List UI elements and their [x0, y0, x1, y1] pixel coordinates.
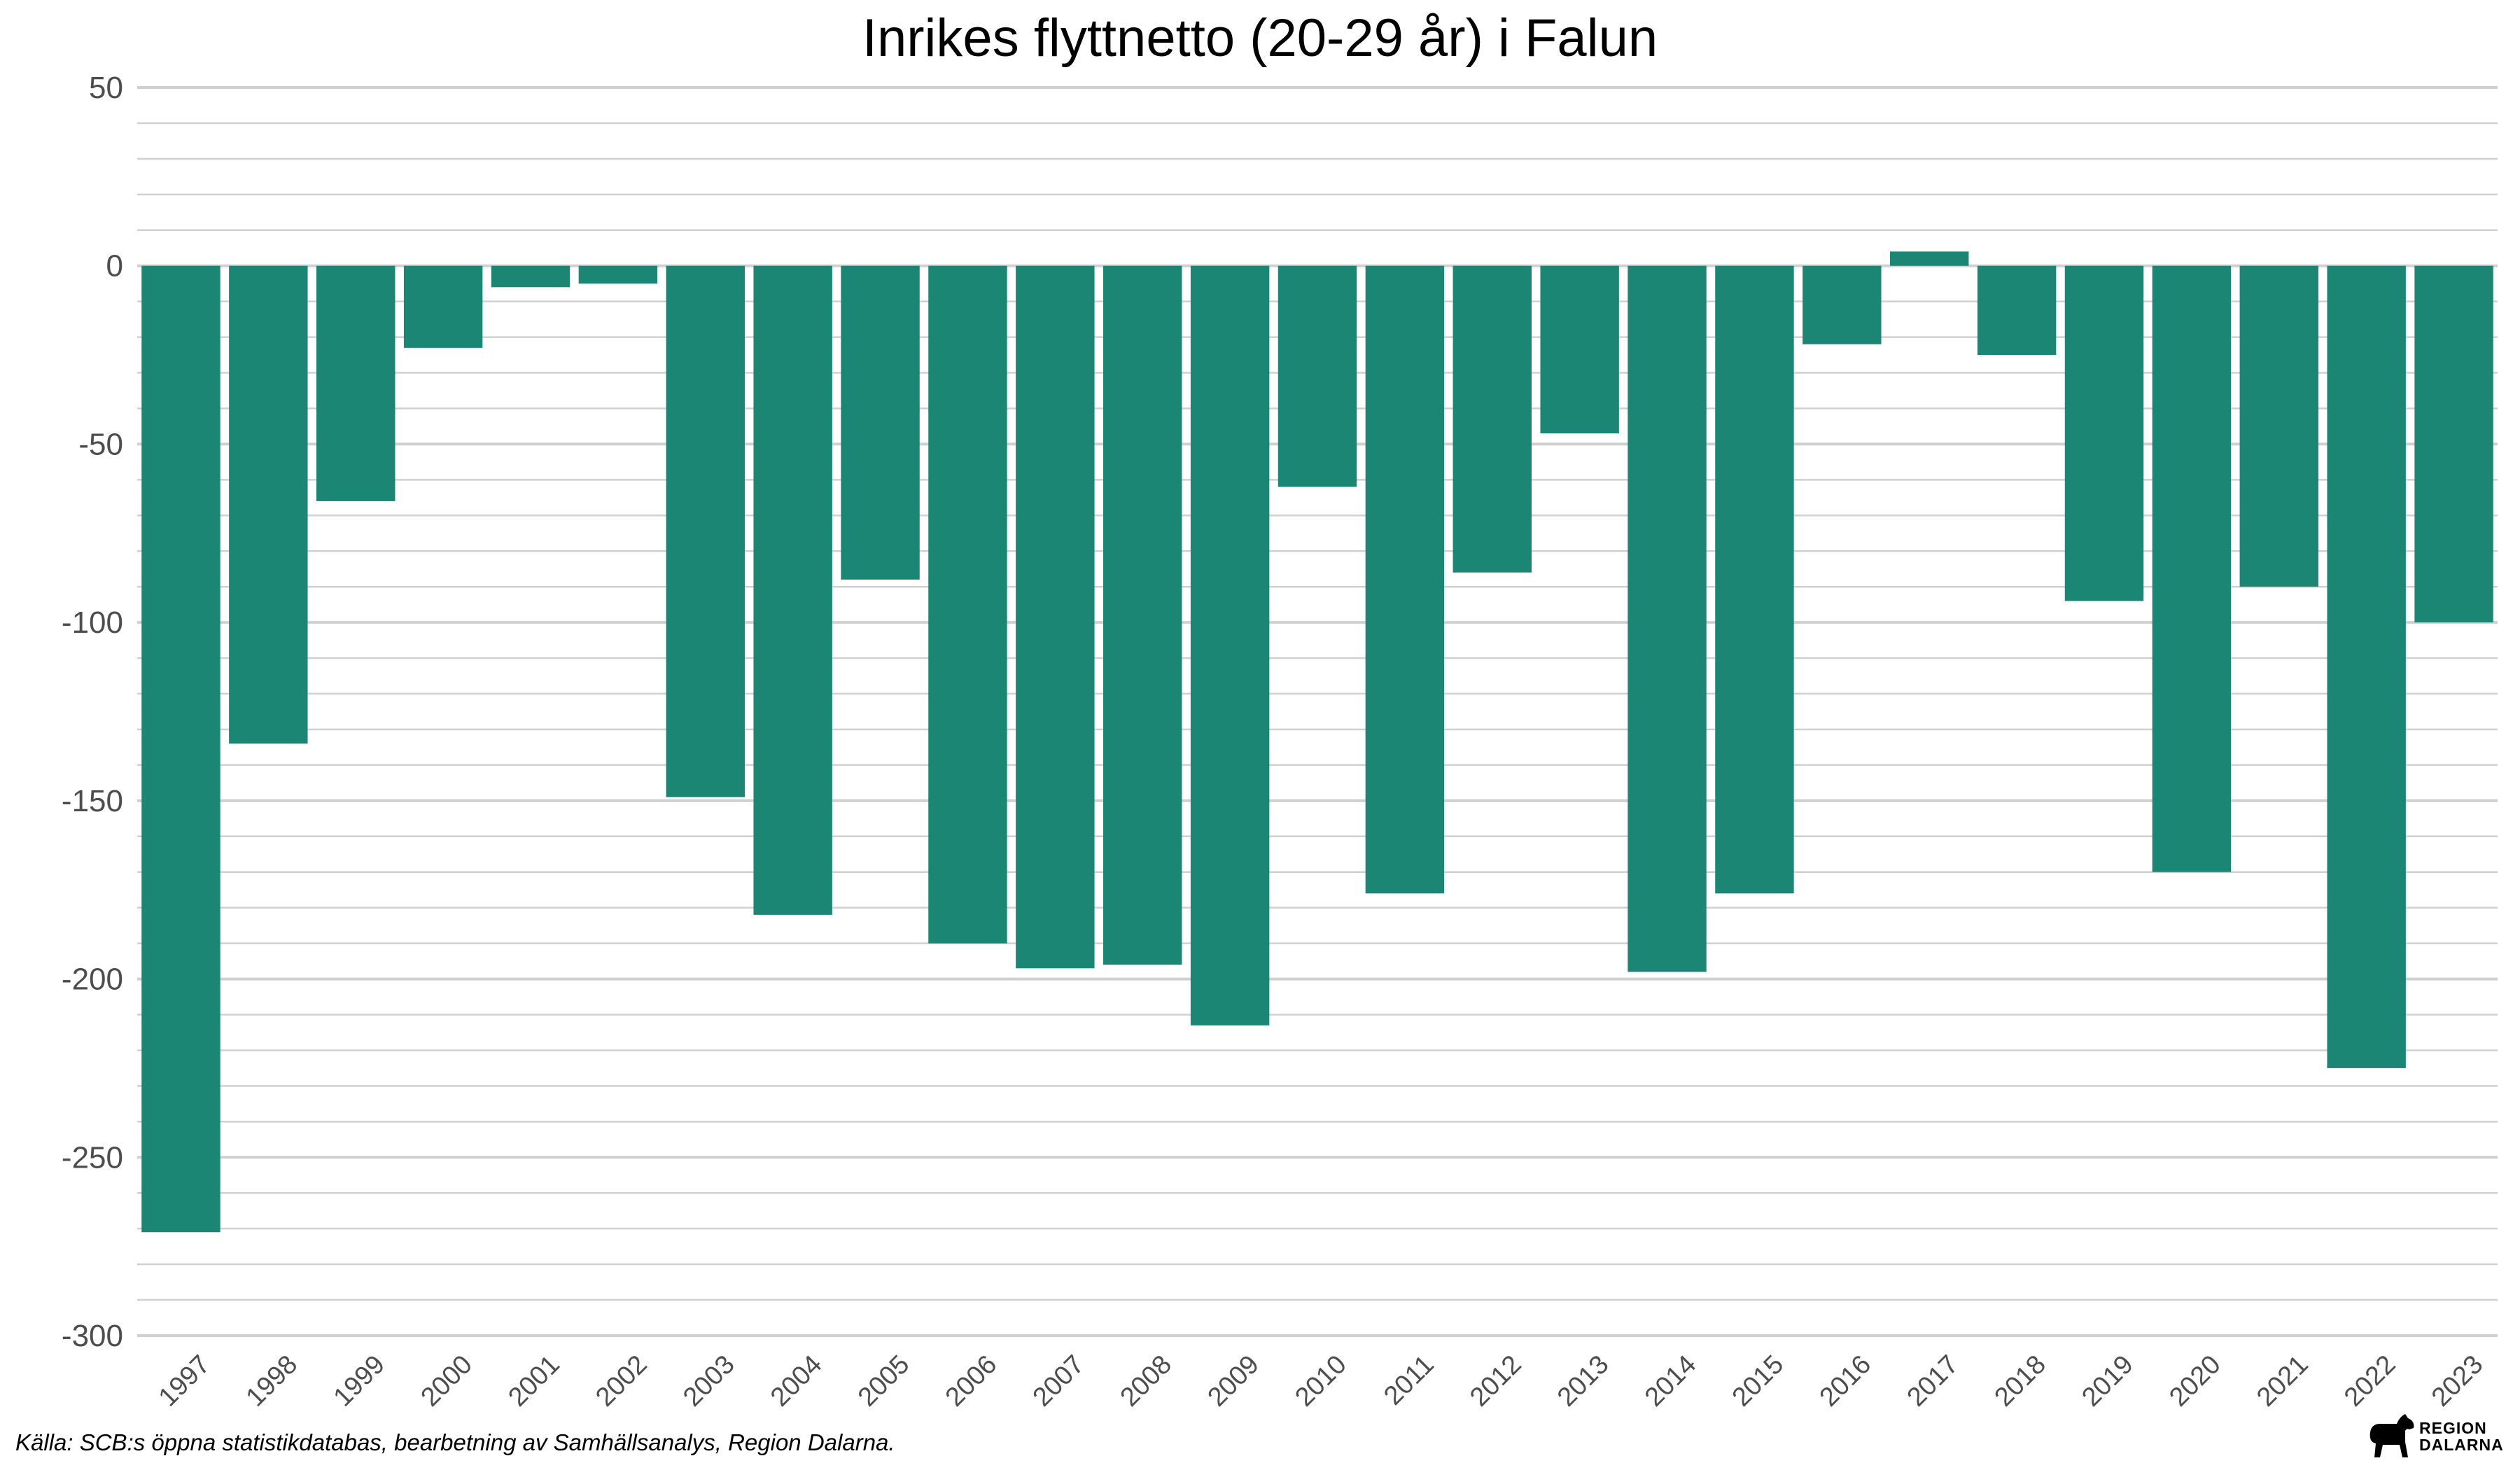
x-tick-label: 2008: [1115, 1350, 1177, 1412]
y-tick-label: -100: [62, 606, 123, 640]
x-tick-label: 2022: [2339, 1350, 2401, 1412]
bar-2003: [666, 265, 745, 797]
bar-2010: [1278, 265, 1357, 487]
y-tick-label: 50: [89, 71, 123, 105]
x-tick-label: 2003: [678, 1350, 740, 1412]
x-tick-label: 2001: [503, 1350, 565, 1412]
y-tick-label: 0: [106, 249, 123, 284]
x-tick-label: 1999: [328, 1350, 391, 1412]
bar-2022: [2327, 265, 2406, 1068]
x-tick-label: 2019: [2076, 1350, 2138, 1412]
x-tick-label: 1998: [241, 1350, 303, 1412]
bar-2016: [1802, 265, 1882, 344]
x-tick-label: 2016: [1814, 1350, 1877, 1412]
y-tick-label: -200: [62, 962, 123, 997]
x-tick-label: 2010: [1289, 1350, 1352, 1412]
bar-2008: [1103, 265, 1182, 965]
bar-2014: [1628, 265, 1707, 972]
x-tick-label: 2018: [1989, 1350, 2051, 1412]
bars: [141, 251, 2493, 1233]
x-tick-label: 2017: [1902, 1350, 1964, 1412]
x-tick-label: 2014: [1639, 1350, 1702, 1412]
bar-2000: [403, 265, 483, 348]
bar-2021: [2239, 265, 2318, 587]
y-tick-label: -300: [62, 1319, 123, 1353]
x-tick-label: 1997: [153, 1350, 216, 1412]
x-tick-label: 2007: [1028, 1350, 1090, 1412]
bar-2023: [2414, 265, 2493, 623]
x-tick-label: 2000: [415, 1350, 477, 1412]
bar-2018: [1977, 265, 2057, 356]
bar-1999: [316, 265, 396, 501]
x-tick-label: 2013: [1552, 1350, 1614, 1412]
dala-horse-icon: [2370, 1414, 2414, 1457]
y-axis-ticks: 50 0 -50 -100 -150 -200 -250 -300: [62, 71, 123, 1353]
x-tick-label: 2015: [1727, 1350, 1789, 1412]
bar-2002: [578, 265, 658, 284]
bar-2009: [1190, 265, 1270, 1026]
bar-2019: [2064, 265, 2144, 601]
bar-2013: [1540, 265, 1619, 434]
y-tick-label: -50: [78, 427, 123, 461]
x-tick-label: 2012: [1464, 1350, 1527, 1412]
x-axis-ticks: 1997 1998 1999 2000 2001 2002 2003 2004 2005 2006…: [153, 1350, 2489, 1412]
bar-2020: [2152, 265, 2232, 872]
y-tick-label: -150: [62, 784, 123, 818]
bar-2006: [928, 265, 1007, 944]
bar-2005: [841, 265, 920, 580]
x-tick-label: 2023: [2426, 1350, 2488, 1412]
bar-2004: [753, 265, 832, 915]
x-tick-label: 2011: [1378, 1350, 1439, 1410]
x-tick-label: 2021: [2251, 1350, 2314, 1412]
logo-line-2: DALARNA: [2419, 1436, 2504, 1454]
x-tick-label: 2005: [853, 1350, 915, 1412]
bar-2015: [1715, 265, 1794, 894]
source-caption: Källa: SCB:s öppna statistikdatabas, bea…: [15, 1429, 895, 1455]
bar-2011: [1365, 265, 1445, 894]
x-tick-label: 2020: [2164, 1350, 2226, 1412]
x-tick-label: 2004: [765, 1350, 827, 1412]
x-tick-label: 2006: [940, 1350, 1002, 1412]
y-tick-label: -250: [62, 1140, 123, 1175]
logo-line-1: REGION: [2419, 1419, 2487, 1437]
bar-2017: [1890, 251, 1969, 266]
x-tick-label: 2009: [1202, 1350, 1264, 1412]
bar-1997: [141, 265, 220, 1233]
bar-2012: [1452, 265, 1532, 573]
bar-1998: [229, 265, 308, 744]
bar-2001: [491, 265, 570, 288]
chart-title: Inrikes flyttnetto (20-29 år) i Falun: [862, 8, 1658, 68]
region-dalarna-logo: REGION DALARNA: [2365, 1408, 2512, 1464]
x-tick-label: 2002: [590, 1350, 652, 1412]
bar-2007: [1016, 265, 1095, 969]
